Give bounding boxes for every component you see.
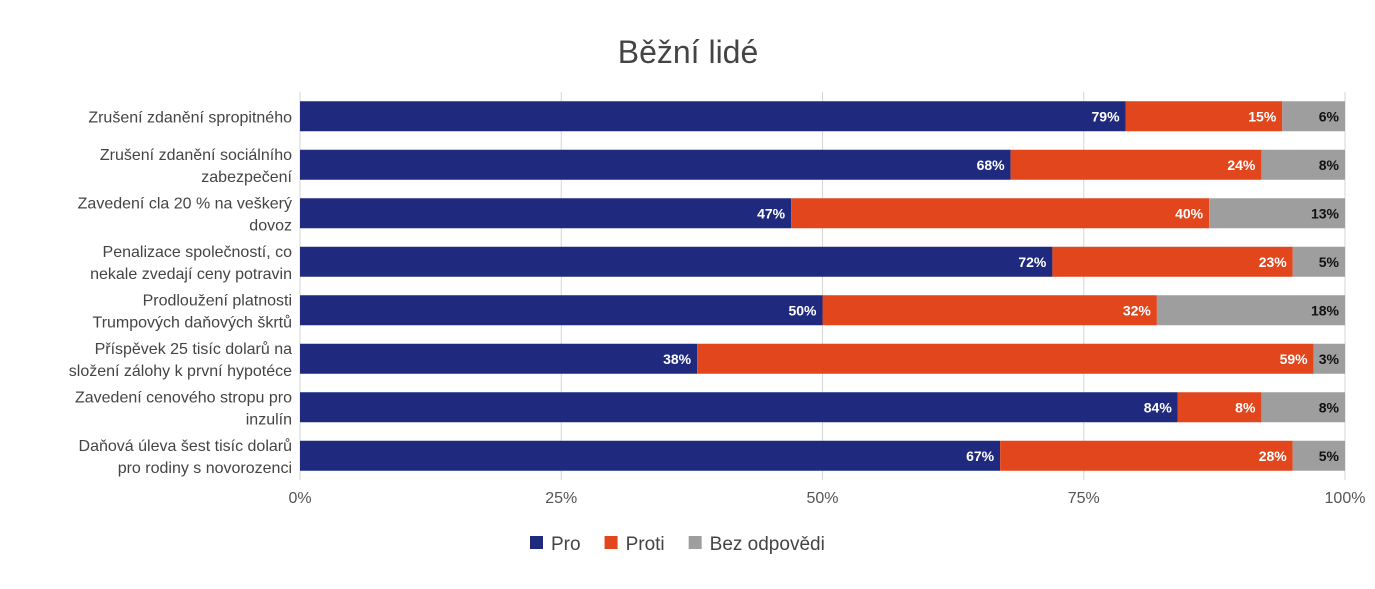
data-label: 8% <box>1235 399 1256 415</box>
data-label: 68% <box>977 157 1006 173</box>
category-label-line: nekale zvedají ceny potravin <box>90 266 292 283</box>
bar-segment-bez-odpovědi <box>1313 343 1345 374</box>
data-label: 79% <box>1092 108 1121 124</box>
x-tick-label: 50% <box>806 490 838 507</box>
bar-segment-pro <box>300 295 823 326</box>
x-tick-label: 0% <box>288 490 311 507</box>
category-label-line: Zrušení zdanění spropitného <box>88 109 292 126</box>
bar-segment-bez-odpovědi <box>1209 198 1345 229</box>
data-label: 3% <box>1319 351 1340 367</box>
data-label: 24% <box>1227 157 1256 173</box>
category-label-line: dovoz <box>249 217 292 234</box>
bar-segment-bez-odpovědi <box>1292 246 1345 277</box>
data-label: 8% <box>1319 399 1340 415</box>
data-label: 50% <box>788 302 817 318</box>
legend-swatch <box>688 536 702 549</box>
bar-segment-pro <box>300 101 1126 132</box>
data-label: 8% <box>1319 157 1340 173</box>
data-label: 32% <box>1123 302 1152 318</box>
category-label-line: Daňová úleva šest tisíc dolarů <box>79 437 292 455</box>
bar-segment-pro <box>300 343 698 374</box>
data-label: 40% <box>1175 205 1204 221</box>
category-label: Zavedení cenového stropu pro inzulín <box>75 389 292 428</box>
data-label: 6% <box>1319 108 1340 124</box>
category-label-line: Příspěvek 25 tisíc dolarů na <box>95 340 293 358</box>
category-label-line: Zavedení cenového stropu pro <box>75 389 292 406</box>
bar-segment-pro <box>300 440 1001 471</box>
category-label: Zavedení cla 20 % na veškerý dovoz <box>78 195 292 234</box>
bar-segment-proti <box>791 198 1210 229</box>
bar-segment-pro <box>300 392 1178 423</box>
data-label: 47% <box>757 205 786 221</box>
category-label-line: zabezpečení <box>201 169 292 186</box>
category-label: Zrušení zdanění spropitného <box>88 109 292 126</box>
category-label-line: Zavedení cla 20 % na veškerý <box>78 195 292 212</box>
bar-segment-proti <box>1052 246 1293 277</box>
data-label: 13% <box>1311 205 1340 221</box>
chart-title: Běžní lidé <box>618 34 759 70</box>
category-label-line: Prodloužení platnosti <box>143 292 292 309</box>
category-label-line: Penalizace společností, co <box>103 244 293 261</box>
legend: Pro Proti Bez odpovědi <box>530 534 825 555</box>
bar-segment-proti <box>1000 440 1293 471</box>
category-label: Zrušení zdanění sociálního zabezpečení <box>100 147 293 186</box>
legend-label: Proti <box>626 534 665 555</box>
bars: 79% 15% 6% 68% 24% 8% 47% 40% 13% 72% 23% 5% 50% 32% 1… <box>300 101 1345 471</box>
category-label-line: inzulín <box>246 411 292 428</box>
data-label: 72% <box>1018 254 1047 270</box>
x-axis-ticks: 0% 25% 50% 75% 100% <box>288 490 1365 507</box>
data-label: 18% <box>1311 302 1340 318</box>
category-label: Penalizace společností, co nekale zvedají… <box>90 244 292 283</box>
data-label: 5% <box>1319 254 1340 270</box>
bar-segment-bez-odpovědi <box>1292 440 1345 471</box>
category-label: Prodloužení platnosti Trumpových daňových… <box>93 292 292 331</box>
bar-segment-pro <box>300 149 1011 180</box>
x-tick-label: 100% <box>1325 490 1366 507</box>
legend-label: Pro <box>551 534 581 555</box>
data-label: 15% <box>1248 108 1277 124</box>
bar-segment-bez-odpovědi <box>1282 101 1345 132</box>
bar-segment-bez-odpovědi <box>1156 295 1345 326</box>
x-tick-label: 75% <box>1068 490 1100 507</box>
category-label-line: složení zálohy k první hypotéce <box>69 363 292 380</box>
bar-segment-pro <box>300 198 792 229</box>
legend-label: Bez odpovědi <box>710 534 825 555</box>
bar-segment-proti <box>1177 392 1262 423</box>
x-tick-label: 25% <box>545 490 577 507</box>
bar-segment-proti <box>822 295 1157 326</box>
data-label: 84% <box>1144 399 1173 415</box>
category-label-line: Zrušení zdanění sociálního <box>100 147 292 164</box>
data-label: 38% <box>663 351 692 367</box>
data-label: 59% <box>1280 351 1309 367</box>
category-label: Daňová úleva šest tisíc dolarů pro rodiny… <box>79 437 292 477</box>
category-labels: Zrušení zdanění spropitného Zrušení zdaně… <box>69 109 293 477</box>
bar-segment-pro <box>300 246 1053 277</box>
data-label: 28% <box>1259 448 1288 464</box>
bar-segment-proti <box>697 343 1314 374</box>
bar-segment-bez-odpovědi <box>1261 392 1345 423</box>
category-label-line: pro rodiny s novorozenci <box>118 460 292 477</box>
data-label: 5% <box>1319 448 1340 464</box>
bar-segment-proti <box>1010 149 1262 180</box>
bar-segment-bez-odpovědi <box>1261 149 1345 180</box>
legend-swatch <box>604 536 618 549</box>
category-label-line: Trumpových daňových škrtů <box>93 313 292 331</box>
data-label: 23% <box>1259 254 1288 270</box>
category-label: Příspěvek 25 tisíc dolarů na složení zálo… <box>69 340 292 380</box>
bar-segment-proti <box>1125 101 1283 132</box>
legend-swatch <box>530 536 543 549</box>
data-label: 67% <box>966 448 995 464</box>
